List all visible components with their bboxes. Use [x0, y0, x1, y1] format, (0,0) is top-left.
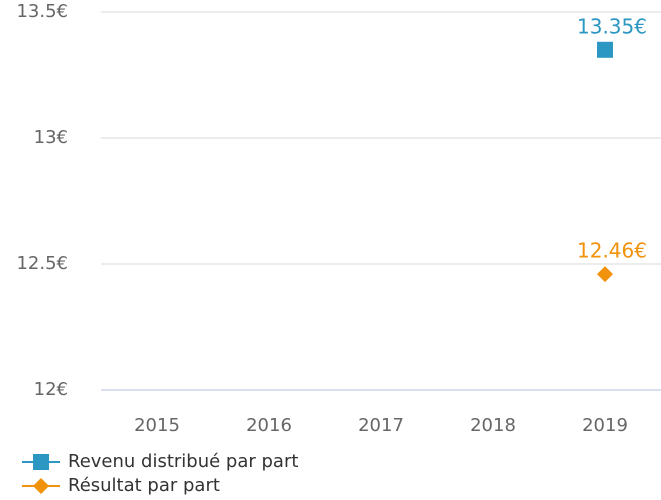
x-tick-label: 2018	[470, 415, 516, 436]
y-tick-label: 13.5€	[16, 1, 68, 22]
y-tick-label: 12.5€	[16, 253, 68, 274]
x-tick-label: 2019	[582, 415, 628, 436]
x-tick-label: 2015	[134, 415, 180, 436]
y-tick-label: 12€	[34, 379, 68, 400]
marker	[33, 478, 49, 494]
marker	[597, 266, 613, 283]
data-label: 12.46€	[577, 239, 647, 263]
x-tick-label: 2017	[358, 415, 404, 436]
legend-label: Revenu distribué par part	[68, 451, 298, 472]
data-label: 13.35€	[577, 14, 647, 38]
x-tick-label: 2016	[246, 415, 292, 436]
marker	[597, 41, 613, 58]
y-tick-label: 13€	[34, 127, 68, 148]
legend-label: Résultat par part	[68, 475, 220, 496]
marker	[33, 454, 49, 470]
